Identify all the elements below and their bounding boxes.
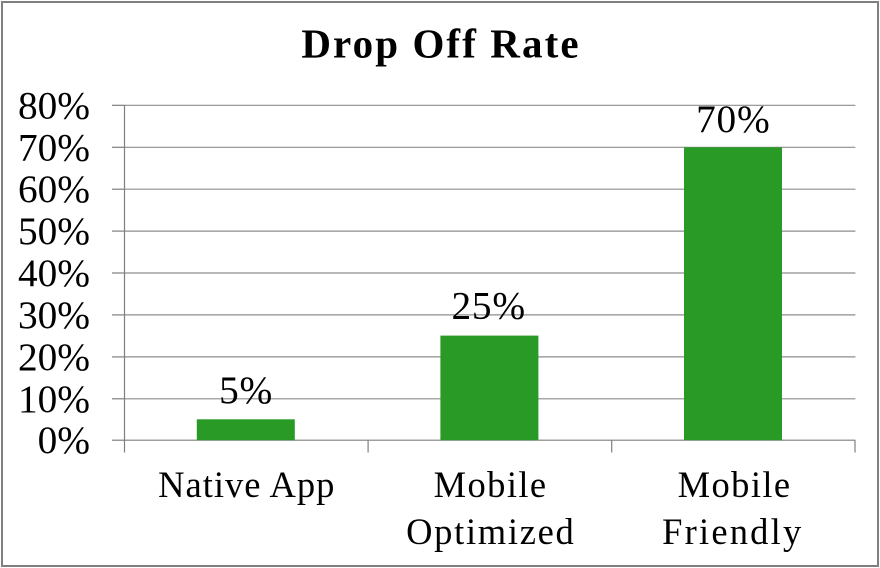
svg-text:70%: 70% bbox=[18, 125, 90, 169]
svg-text:70%: 70% bbox=[696, 97, 770, 141]
svg-text:Native App: Native App bbox=[158, 464, 335, 505]
svg-text:Mobile: Mobile bbox=[434, 464, 548, 505]
svg-text:0%: 0% bbox=[38, 418, 90, 462]
svg-text:40%: 40% bbox=[18, 251, 90, 295]
svg-text:Friendly: Friendly bbox=[662, 511, 803, 552]
svg-text:10%: 10% bbox=[18, 377, 90, 421]
svg-text:25%: 25% bbox=[451, 284, 525, 328]
svg-text:5%: 5% bbox=[219, 368, 273, 412]
svg-text:50%: 50% bbox=[18, 209, 90, 253]
svg-text:Drop Off Rate: Drop Off Rate bbox=[301, 20, 580, 66]
svg-text:60%: 60% bbox=[18, 167, 90, 211]
svg-text:80%: 80% bbox=[18, 83, 90, 127]
svg-text:20%: 20% bbox=[18, 335, 90, 379]
svg-text:Mobile: Mobile bbox=[678, 464, 792, 505]
svg-text:30%: 30% bbox=[18, 293, 90, 337]
svg-text:Optimized: Optimized bbox=[406, 511, 575, 552]
